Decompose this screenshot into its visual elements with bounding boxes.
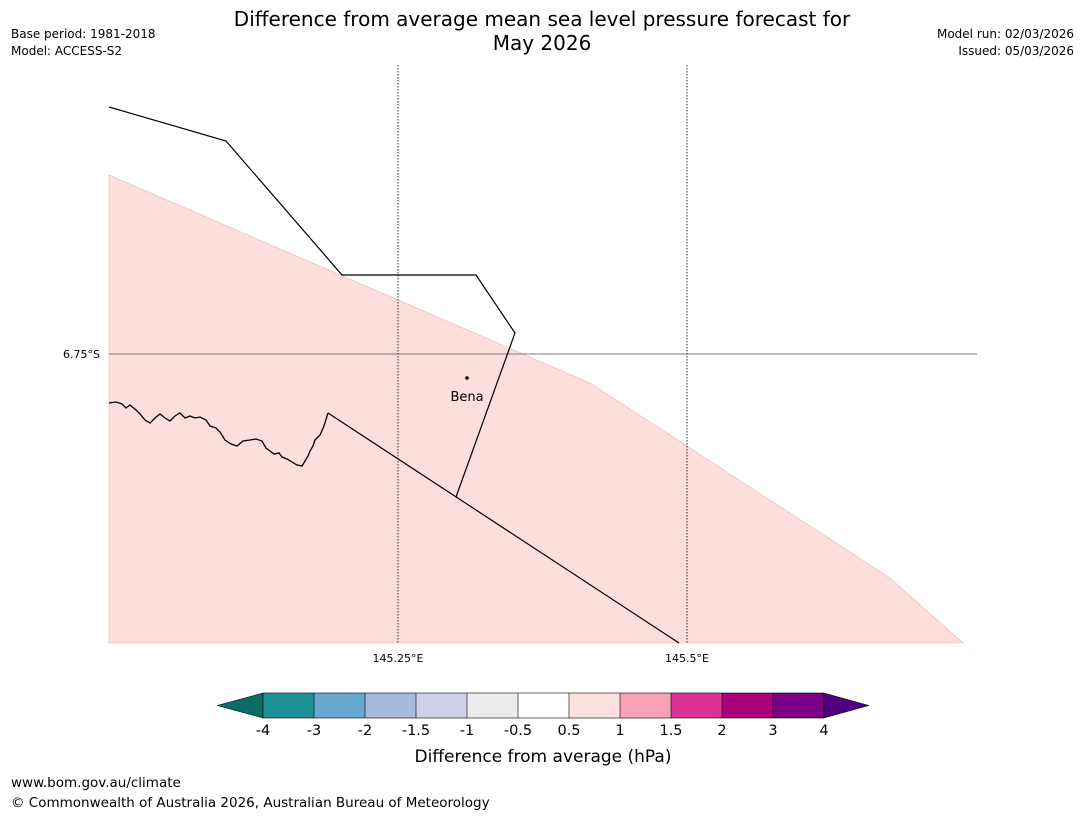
colorbar-tick: 4	[819, 723, 828, 739]
title-line-2: May 2026	[492, 31, 592, 55]
colorbar-tick: 1.5	[659, 723, 682, 739]
colorbar-tick: -1	[460, 723, 474, 739]
colorbar-segment	[620, 693, 671, 718]
base-period: Base period: 1981-2018	[11, 27, 156, 41]
run-info: Model run: 02/03/2026 Issued: 05/03/2026	[937, 26, 1074, 60]
colorbar-tick: -0.5	[504, 723, 532, 739]
anomaly-fill	[108, 174, 964, 644]
footer-copyright: © Commonwealth of Australia 2026, Austra…	[11, 795, 490, 811]
model-name: Model: ACCESS-S2	[11, 44, 123, 58]
title-line-1: Difference from average mean sea level p…	[233, 7, 851, 31]
colorbar-segment	[518, 693, 569, 718]
colorbar-segment	[416, 693, 467, 718]
colorbar-extend-high	[823, 692, 870, 719]
colorbar-tick: -4	[256, 723, 270, 739]
model-run: Model run: 02/03/2026	[936, 27, 1074, 41]
map-title: Difference from average mean sea level p…	[192, 7, 892, 55]
boundary-line	[327, 412, 680, 644]
river-line	[108, 401, 329, 467]
boundary-line	[108, 106, 516, 498]
colorbar-segment	[569, 693, 620, 718]
colorbar-tick: 2	[717, 723, 726, 739]
lon-label: 145.5°E	[665, 652, 709, 665]
bena-marker	[465, 376, 469, 380]
colorbar-extend-low	[216, 692, 264, 719]
colorbar-tick: 0.5	[557, 723, 580, 739]
colorbar-tick: -1.5	[402, 723, 430, 739]
colorbar-segment	[773, 693, 824, 718]
lon-label: 145.25°E	[373, 652, 424, 665]
lat-label: 6.75°S	[63, 348, 100, 361]
colorbar-segment	[263, 693, 314, 718]
footer-url: www.bom.gov.au/climate	[11, 775, 181, 791]
colorbar-tick: 1	[615, 723, 624, 739]
colorbar-tick: -2	[358, 723, 372, 739]
colorbar-tick: 3	[768, 723, 777, 739]
colorbar-segment	[467, 693, 518, 718]
issued-date: Issued: 05/03/2026	[958, 44, 1074, 58]
colorbar-segment	[314, 693, 365, 718]
base-info: Base period: 1981-2018 Model: ACCESS-S2	[11, 26, 156, 60]
colorbar-segment	[722, 693, 773, 718]
colorbar-title: Difference from average (hPa)	[415, 747, 672, 767]
bena-label: Bena	[450, 390, 483, 405]
colorbar-outline	[262, 692, 825, 719]
colorbar-segment	[365, 693, 416, 718]
colorbar-tick: -3	[307, 723, 321, 739]
colorbar-segment	[671, 693, 722, 718]
colorbar: -4 -3 -2 -1.5 -1 -0.5 0.5 1 1.5 2 3 4 Di…	[216, 692, 870, 767]
